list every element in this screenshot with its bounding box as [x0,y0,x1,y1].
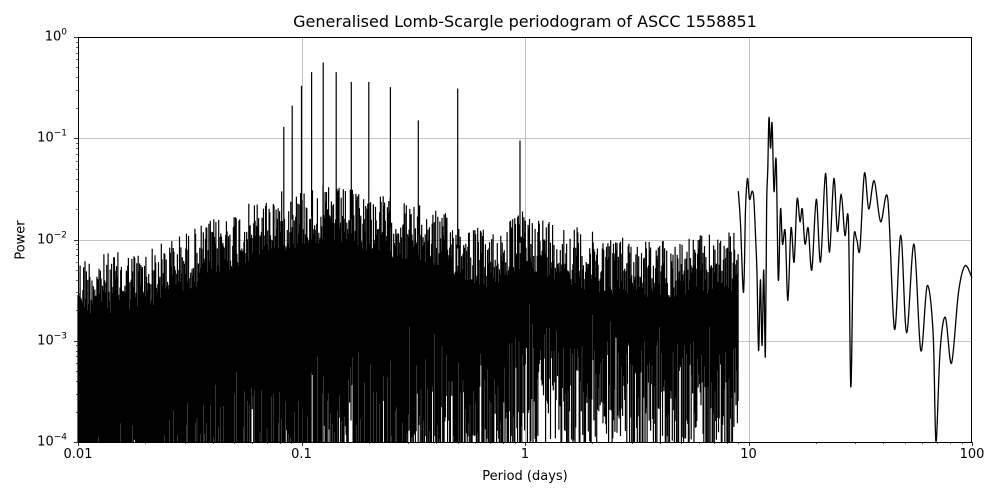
major-ticks [74,37,973,446]
periodogram-line [77,62,973,443]
x-tick-label: 0.01 [63,447,93,462]
x-tick-label: 1 [520,447,530,462]
y-tick-label: 10−1 [37,128,67,146]
y-tick-label: 10−3 [37,331,67,349]
y-axis-label: Power [13,220,29,260]
x-tick-label: 100 [959,447,985,462]
y-tick-label: 10−2 [37,230,67,247]
chart-title: Generalised Lomb-Scargle periodogram of … [293,12,757,31]
x-tick-label: 0.1 [291,447,312,462]
axes-frame [78,37,972,443]
x-axis-label: Period (days) [482,469,568,484]
y-tick-label: 10−4 [37,432,67,450]
y-tick-label: 100 [44,27,67,45]
x-tick-label: 10 [740,447,757,462]
